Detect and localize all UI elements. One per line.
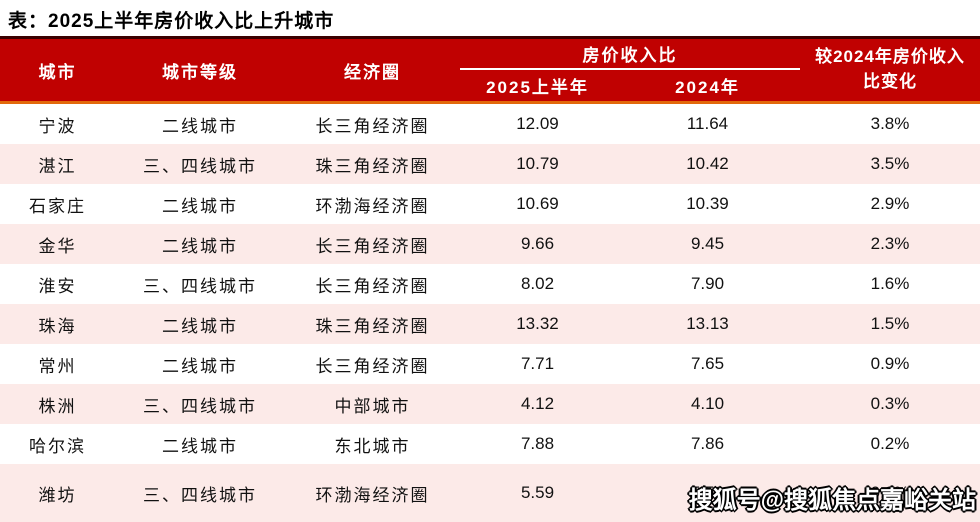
cell-region: 珠三角经济圈 — [315, 156, 430, 176]
col-header-2024: 2024年 — [675, 78, 740, 97]
cell-tier: 二线城市 — [162, 436, 238, 456]
cell-2025h1: 5.59 — [520, 483, 555, 502]
cell-change: 1.6% — [870, 274, 910, 293]
table-row: 哈尔滨 二线城市 东北城市 7.88 7.86 0.2% — [0, 424, 980, 464]
cell-change: 2.9% — [870, 194, 910, 213]
cell-change: 0.3% — [870, 394, 910, 413]
cell-tier: 二线城市 — [162, 196, 238, 216]
cell-city: 常州 — [38, 356, 77, 376]
cell-2024: 11.64 — [686, 114, 729, 133]
cell-region: 环渤海经济圈 — [315, 485, 430, 505]
table-row: 淮安 三、四线城市 长三角经济圈 8.02 7.90 1.6% — [0, 264, 980, 304]
sohu-watermark: 搜狐号@搜狐焦点嘉峪关站 — [688, 487, 976, 514]
cell-change: 3.8% — [870, 114, 910, 133]
cell-tier: 二线城市 — [162, 236, 238, 256]
cell-region: 东北城市 — [334, 436, 411, 456]
cell-region: 中部城市 — [334, 396, 411, 416]
cell-region: 环渤海经济圈 — [315, 196, 430, 216]
cell-2025h1: 9.66 — [520, 234, 555, 253]
cell-2025h1: 7.88 — [520, 434, 555, 453]
cell-2024: 4.10 — [690, 394, 725, 413]
cell-change: 0.2% — [870, 434, 910, 453]
table-row: 珠海 二线城市 珠三角经济圈 13.32 13.13 1.5% — [0, 304, 980, 344]
col-header-2025h1: 2025上半年 — [486, 78, 589, 97]
cell-city: 株洲 — [38, 396, 77, 416]
cell-city: 珠海 — [38, 316, 77, 336]
table-row: 潍坊 三、四线城市 环渤海经济圈 5.59 5.58 0.2% — [0, 464, 980, 522]
cell-tier: 二线城市 — [162, 356, 238, 376]
cell-2025h1: 10.79 — [516, 154, 559, 173]
col-header-city: 城市 — [38, 62, 77, 82]
cell-change: 2.3% — [870, 234, 910, 253]
cell-region: 长三角经济圈 — [315, 276, 430, 296]
cell-2025h1: 12.09 — [516, 114, 559, 133]
cell-change: 0.2% — [870, 483, 910, 502]
cell-2024: 9.45 — [690, 234, 725, 253]
cell-tier: 二线城市 — [162, 316, 238, 336]
col-header-ratio-group: 房价收入比 — [460, 39, 800, 70]
cell-tier: 三、四线城市 — [143, 485, 257, 505]
table-header: 城市 城市等级 经济圈 房价收入比 2025上半年 2024年 较2024年房价… — [0, 36, 980, 104]
col-header-change-line2: 比变化 — [862, 72, 917, 91]
table-row: 金华 二线城市 长三角经济圈 9.66 9.45 2.3% — [0, 224, 980, 264]
cell-change: 0.9% — [870, 354, 910, 373]
cell-2024: 10.39 — [686, 194, 729, 213]
cell-2024: 10.42 — [686, 154, 729, 173]
table-row: 宁波 二线城市 长三角经济圈 12.09 11.64 3.8% — [0, 104, 980, 144]
cell-city: 宁波 — [38, 116, 77, 136]
cell-city: 金华 — [38, 236, 77, 256]
cell-change: 3.5% — [870, 154, 910, 173]
col-header-change: 较2024年房价收入 比变化 — [800, 39, 980, 101]
cell-tier: 三、四线城市 — [143, 396, 257, 416]
cell-region: 珠三角经济圈 — [315, 316, 430, 336]
cell-city: 潍坊 — [38, 485, 77, 505]
cell-2024: 7.65 — [690, 354, 725, 373]
cell-city: 石家庄 — [29, 196, 86, 216]
cell-region: 长三角经济圈 — [315, 356, 430, 376]
table-row: 湛江 三、四线城市 珠三角经济圈 10.79 10.42 3.5% — [0, 144, 980, 184]
cell-2024: 5.58 — [690, 483, 725, 502]
table-row: 常州 二线城市 长三角经济圈 7.71 7.65 0.9% — [0, 344, 980, 384]
cell-2025h1: 8.02 — [520, 274, 555, 293]
cell-2024: 7.90 — [690, 274, 725, 293]
col-header-region: 经济圈 — [344, 62, 401, 82]
cell-region: 长三角经济圈 — [315, 116, 430, 136]
cell-city: 哈尔滨 — [29, 436, 86, 456]
cell-region: 长三角经济圈 — [315, 236, 430, 256]
table-body: 宁波 二线城市 长三角经济圈 12.09 11.64 3.8% 湛江 三、四线城… — [0, 104, 980, 522]
col-header-tier: 城市等级 — [162, 62, 238, 82]
cell-2025h1: 4.12 — [520, 394, 555, 413]
housing-ratio-table: 城市 城市等级 经济圈 房价收入比 2025上半年 2024年 较2024年房价… — [0, 36, 980, 522]
cell-tier: 三、四线城市 — [143, 156, 257, 176]
page-title: 表：2025上半年房价收入比上升城市 — [8, 11, 335, 32]
cell-2024: 7.86 — [690, 434, 725, 453]
cell-2025h1: 7.71 — [520, 354, 555, 373]
cell-change: 1.5% — [870, 314, 910, 333]
cell-city: 湛江 — [38, 156, 77, 176]
cell-2025h1: 10.69 — [516, 194, 559, 213]
cell-2024: 13.13 — [686, 314, 729, 333]
table-row: 石家庄 二线城市 环渤海经济圈 10.69 10.39 2.9% — [0, 184, 980, 224]
table-row: 株洲 三、四线城市 中部城市 4.12 4.10 0.3% — [0, 384, 980, 424]
col-header-change-line1: 较2024年房价收入 — [815, 47, 965, 67]
cell-tier: 三、四线城市 — [143, 276, 257, 296]
cell-tier: 二线城市 — [162, 116, 238, 136]
cell-2025h1: 13.32 — [516, 314, 559, 333]
cell-city: 淮安 — [38, 276, 77, 296]
